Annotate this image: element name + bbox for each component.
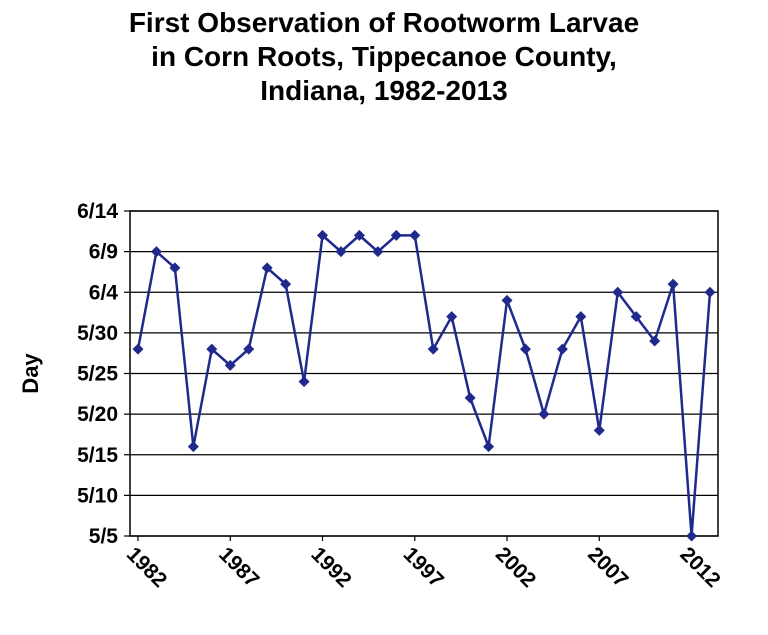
- x-tick-label: 2007: [583, 543, 632, 592]
- data-point-marker: [261, 262, 273, 274]
- grid-lines: [124, 210, 718, 541]
- x-tick-label: 1997: [399, 543, 448, 592]
- data-point-marker: [372, 246, 384, 258]
- data-point-marker: [464, 392, 476, 404]
- data-point-marker: [187, 441, 199, 453]
- data-point-marker: [446, 311, 458, 323]
- chart-title-line-3: Indiana, 1982-2013: [260, 75, 508, 106]
- y-tick-label: 5/30: [77, 322, 118, 345]
- data-point-marker: [704, 286, 716, 298]
- data-point-marker: [519, 343, 531, 355]
- chart-title-line-1: First Observation of Rootworm Larvae: [128, 7, 640, 38]
- chart-title: First Observation of Rootworm Larvae in …: [0, 6, 768, 108]
- data-point-marker: [667, 278, 679, 290]
- data-point-marker: [224, 359, 236, 371]
- data-point-marker: [298, 376, 310, 388]
- x-tick-label: 2002: [491, 543, 540, 592]
- data-point-marker: [409, 229, 421, 241]
- data-point-marker: [593, 424, 605, 436]
- data-point-marker: [483, 441, 495, 453]
- data-point-marker: [686, 530, 698, 542]
- data-point-marker: [575, 311, 587, 323]
- data-point-marker: [150, 246, 162, 258]
- data-point-marker: [280, 278, 292, 290]
- series-layer: [132, 229, 716, 542]
- data-point-marker: [556, 343, 568, 355]
- y-tick-label: 5/20: [77, 403, 118, 426]
- x-tick-label: 1992: [306, 543, 355, 592]
- data-point-marker: [132, 343, 144, 355]
- data-point-marker: [538, 408, 550, 420]
- series-line: [136, 234, 712, 538]
- plot-area-frame: [129, 210, 719, 537]
- data-point-marker: [243, 343, 255, 355]
- y-tick-label: 6/14: [77, 200, 118, 223]
- x-tick-label: 1987: [214, 543, 263, 592]
- y-tick-label: 5/25: [77, 363, 118, 386]
- data-point-marker: [335, 246, 347, 258]
- data-point-marker: [427, 343, 439, 355]
- y-tick-label: 6/9: [89, 241, 118, 264]
- x-tick-label: 2012: [675, 543, 724, 592]
- y-tick-label: 5/5: [89, 525, 119, 548]
- data-point-marker: [501, 294, 513, 306]
- data-point-marker: [630, 311, 642, 323]
- data-point-marker: [169, 262, 181, 274]
- chart-title-line-2: in Corn Roots, Tippecanoe County,: [151, 41, 617, 72]
- y-tick-label: 6/4: [89, 281, 119, 304]
- data-point-marker: [390, 229, 402, 241]
- x-tick-label: 1982: [122, 543, 171, 592]
- data-point-marker: [353, 229, 365, 241]
- y-tick-label: 5/10: [77, 484, 118, 507]
- y-axis-title: Day: [18, 353, 43, 394]
- data-point-marker: [206, 343, 218, 355]
- data-point-marker: [649, 335, 661, 347]
- y-tick-label: 5/15: [77, 444, 118, 467]
- x-tick-labels: 1982 1987 1992 1997 2002 2007 2012: [122, 543, 725, 592]
- data-point-marker: [612, 286, 624, 298]
- y-tick-labels: 5/5 5/10 5/15 5/20 5/25 5/30 6/4 6/9 6/14: [77, 200, 118, 548]
- data-point-marker: [317, 229, 329, 241]
